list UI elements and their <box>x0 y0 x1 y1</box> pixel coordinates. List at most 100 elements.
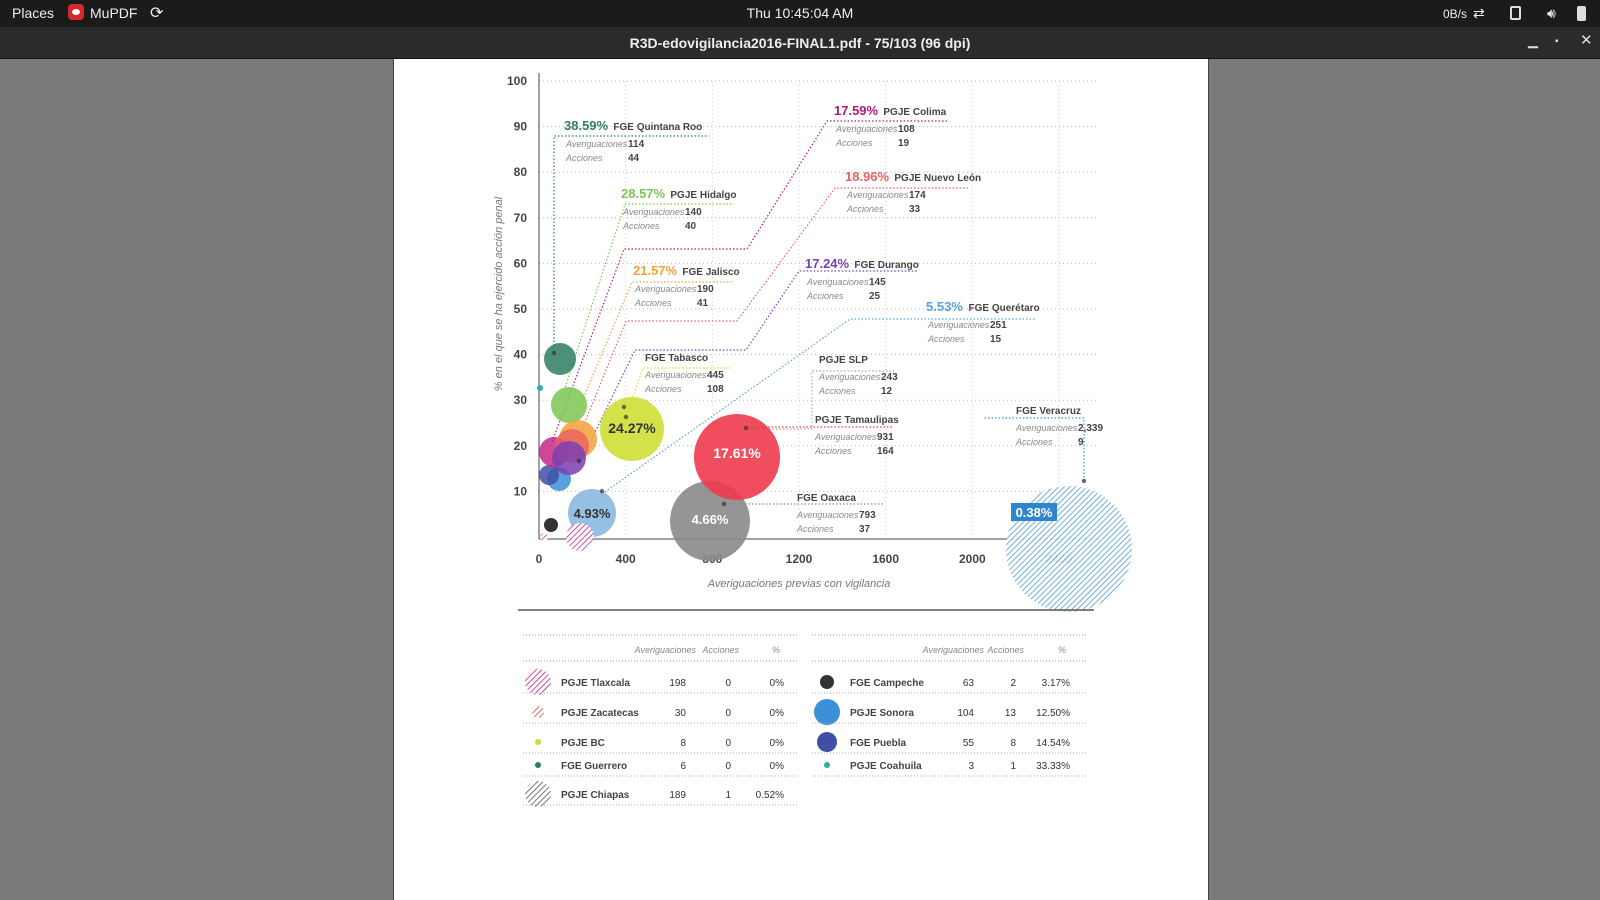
callout-acc-label: Acciones <box>644 384 682 394</box>
volume-icon[interactable]: 🔊︎ <box>1547 5 1556 21</box>
bubble-fge-durango <box>552 441 586 475</box>
y-tick-label: 70 <box>514 211 528 225</box>
close-icon[interactable]: ✕ <box>1580 32 1593 49</box>
places-menu[interactable]: Places <box>12 5 55 21</box>
callout-acc-label: Acciones <box>835 138 873 148</box>
anchor-dot <box>623 414 629 420</box>
clipboard-icon[interactable] <box>1510 6 1521 20</box>
legend-pct: 0% <box>770 708 785 719</box>
callout-avg-label: Averiguaciones <box>634 284 697 294</box>
callout-avg-label: Averiguaciones <box>622 207 685 217</box>
legend-acc: 2 <box>1010 678 1016 689</box>
callout-acc-value: 164 <box>877 446 894 457</box>
callout-avg-value: 243 <box>881 372 898 383</box>
callout-fge-tabasco: FGE Tabasco Averiguaciones 445 Acciones 108 <box>644 353 724 395</box>
callout-avg-value: 114 <box>628 139 645 150</box>
callout-name: FGE Durango <box>854 260 918 271</box>
anchor-dot <box>1081 478 1087 484</box>
legend-acc: 0 <box>725 738 731 749</box>
minimize-icon[interactable]: ▁ <box>1528 33 1538 48</box>
battery-icon[interactable] <box>1577 6 1586 21</box>
legend-name: FGE Guerrero <box>561 761 627 772</box>
leader-line <box>573 187 969 450</box>
callout-acc-label: Acciones <box>927 334 965 344</box>
callout-acc-value: 37 <box>859 524 871 535</box>
bubble-label-veracruz-bg <box>1011 503 1057 521</box>
callout-avg-value: 174 <box>909 190 926 201</box>
legend-row: FGE Campeche 63 2 3.17% <box>812 675 1086 694</box>
leader-line <box>551 120 949 443</box>
legend-pct: 3.17% <box>1042 678 1070 689</box>
callout-pct: 17.59% <box>834 103 879 118</box>
callout-acc-label: Acciones <box>1015 437 1053 447</box>
header-avg: Averiguaciones <box>634 645 697 655</box>
y-axis-label: % en el que se ha ejercido acción penal <box>493 196 505 391</box>
clock[interactable]: Thu 10:45:04 AM <box>746 5 854 21</box>
bubble-fge-campeche <box>544 518 558 532</box>
callout-acc-value: 25 <box>869 291 881 302</box>
callout-avg-value: 931 <box>877 432 894 443</box>
header-pct: % <box>772 645 780 655</box>
callout-pct: 21.57% <box>633 263 678 278</box>
legend-avg: 6 <box>680 761 686 772</box>
legend-row: FGE Puebla 55 8 14.54% <box>812 732 1086 754</box>
x-tick-label: 1600 <box>872 552 899 566</box>
callout-acc-value: 108 <box>707 384 724 395</box>
x-tick-label: 2000 <box>959 552 986 566</box>
legend-name: PGJE Coahuila <box>850 761 922 772</box>
legend-row: PGJE Coahuila 3 1 33.33% <box>812 761 1086 777</box>
legend-avg: 63 <box>963 678 975 689</box>
legend-avg: 3 <box>968 761 974 772</box>
legend-avg: 198 <box>669 678 686 689</box>
maximize-icon[interactable]: ▪ <box>1555 36 1559 47</box>
bubble-pgje-tlaxcala <box>566 523 594 551</box>
callout-acc-value: 15 <box>990 334 1002 345</box>
callout-avg-value: 145 <box>869 277 886 288</box>
callout-leaders <box>551 120 1085 505</box>
callout-name: PGJE Tamaulipas <box>815 415 899 426</box>
legend-swatch <box>814 699 840 725</box>
callout-fge-durango: 17.24% FGE Durango Averiguaciones 145 Accion… <box>805 256 919 302</box>
bubble-label-slp: 4.93% <box>574 506 611 521</box>
y-tick-label: 10 <box>514 484 528 498</box>
document-viewport[interactable]: 1020304050607080901000400800120016002000… <box>0 59 1600 900</box>
callout-acc-value: 44 <box>628 153 640 164</box>
callout-avg-value: 108 <box>898 124 915 135</box>
legend-avg: 104 <box>957 708 974 719</box>
y-tick-label: 30 <box>514 393 528 407</box>
bubble-pgje-hidalgo <box>551 387 587 423</box>
callout-pct: 38.59% <box>564 118 609 133</box>
callout-avg-value: 251 <box>990 320 1007 331</box>
legend-acc: 0 <box>725 761 731 772</box>
callout-name: FGE Jalisco <box>682 267 739 278</box>
reload-icon[interactable]: ⟳ <box>150 5 164 22</box>
callout-acc-label: Acciones <box>622 221 660 231</box>
legend-acc: 8 <box>1010 738 1016 749</box>
legend-acc: 1 <box>725 790 731 801</box>
legend-swatch <box>535 739 541 745</box>
callout-avg-label: Averiguaciones <box>796 510 859 520</box>
bubble-label-tabasco: 24.27% <box>608 420 656 436</box>
app-menu[interactable]: MuPDF <box>90 5 138 21</box>
callout-pgje-nuevo-le-n: 18.96% PGJE Nuevo León Averiguaciones 174 Ac… <box>845 169 981 215</box>
callout-acc-value: 12 <box>881 386 893 397</box>
leader-line <box>569 281 734 431</box>
callout-acc-label: Acciones <box>814 446 852 456</box>
x-tick-label: 1200 <box>786 552 813 566</box>
y-tick-label: 100 <box>507 74 527 88</box>
legend-acc: 0 <box>725 678 731 689</box>
callout-avg-label: Averiguaciones <box>806 277 869 287</box>
callout-name: FGE Tabasco <box>645 353 708 364</box>
top-panel: Places MuPDF ⟳ Thu 10:45:04 AM 0B/s ⇄ 🔊︎ <box>0 0 1600 27</box>
callout-name: PGJE Nuevo León <box>894 173 981 184</box>
legend-row: PGJE Sonora 104 13 12.50% <box>812 699 1086 725</box>
callout-avg-value: 445 <box>707 370 724 381</box>
callout-avg-label: Averiguaciones <box>835 124 898 134</box>
y-tick-label: 60 <box>514 256 528 270</box>
legend-pct: 0% <box>770 738 785 749</box>
legend-avg: 8 <box>680 738 686 749</box>
legend-row: PGJE BC 8 0 0% <box>523 738 797 754</box>
callout-fge-quer-taro: 5.53% FGE Querétaro Averiguaciones 251 Accio… <box>926 299 1040 345</box>
mupdf-app-icon[interactable] <box>68 4 84 20</box>
network-icon[interactable]: ⇄ <box>1473 5 1485 21</box>
